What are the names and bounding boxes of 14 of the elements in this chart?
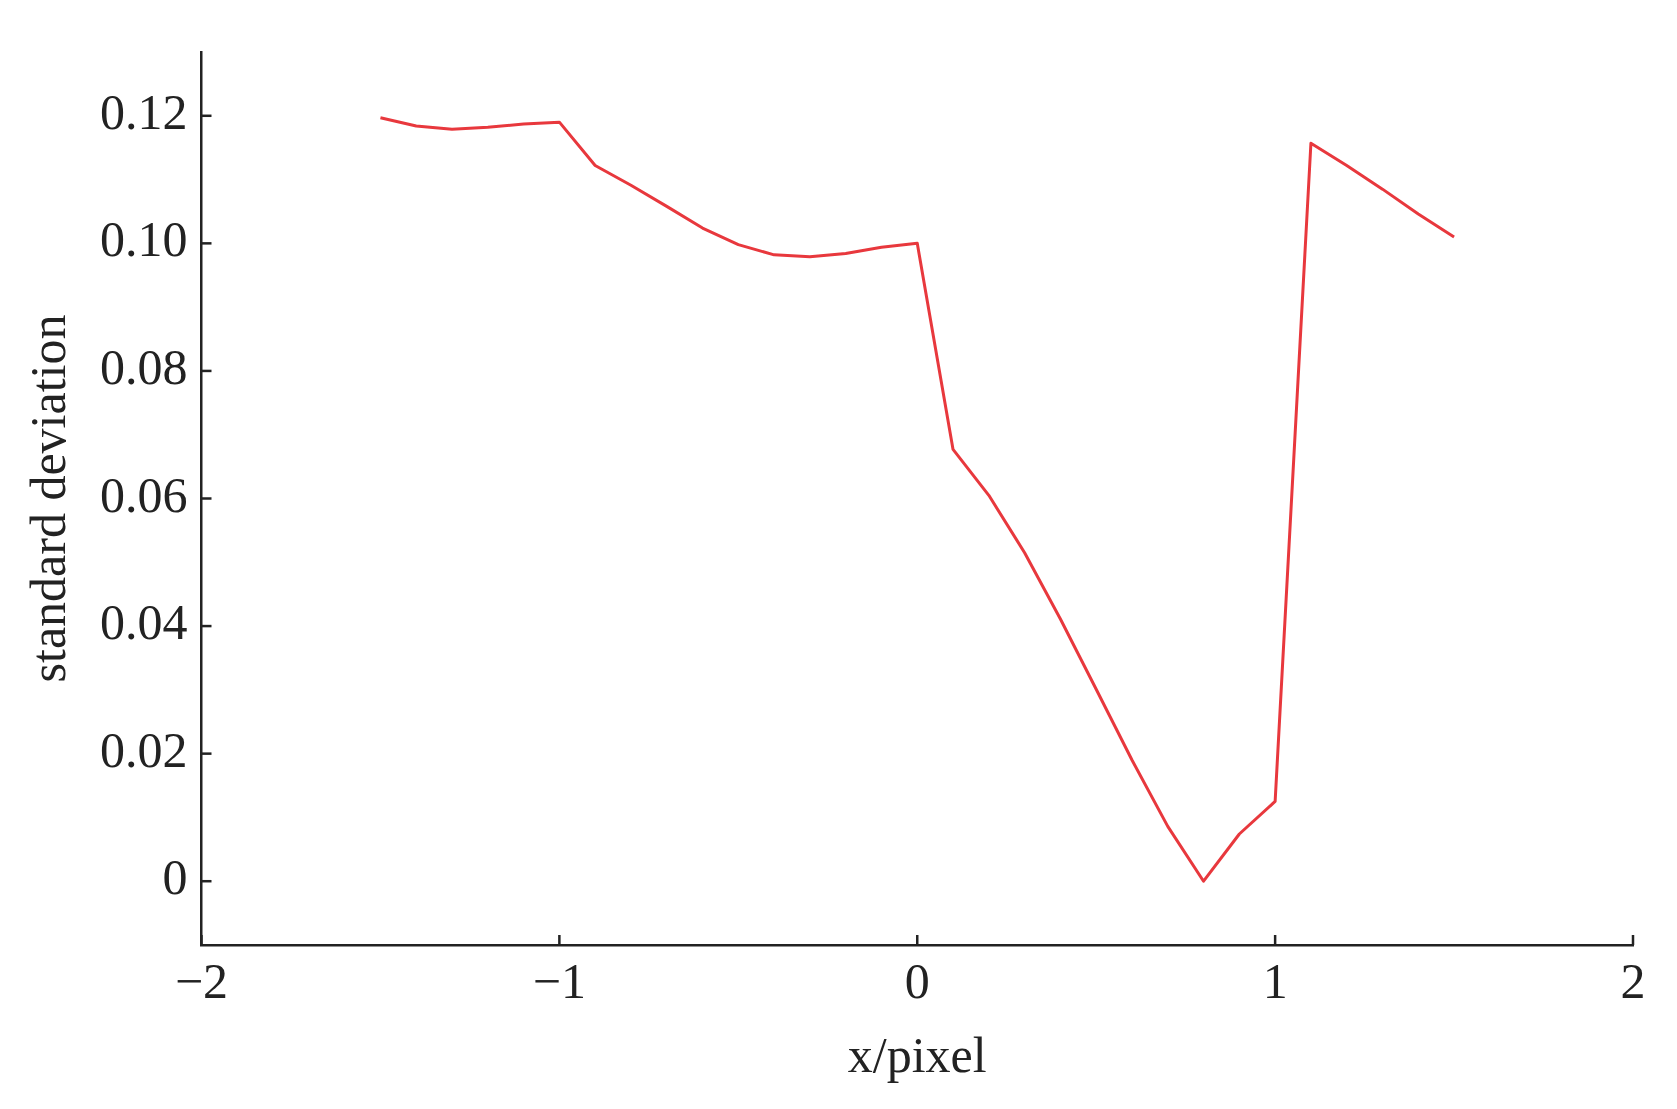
y-tick-label: 0.08	[100, 339, 188, 396]
y-tick-label: 0.12	[100, 83, 188, 140]
y-tick-label: 0	[162, 849, 188, 906]
x-tick-label: 2	[1620, 953, 1646, 1010]
y-tick-label: 0.04	[100, 594, 188, 651]
y-tick-label: 0.06	[100, 466, 188, 523]
y-axis-title: standard deviation	[20, 314, 77, 683]
x-tick-label: −2	[174, 953, 229, 1010]
y-tick-label: 0.10	[100, 211, 188, 268]
y-tick-label: 0.02	[100, 721, 188, 778]
x-tick-label: 1	[1262, 953, 1288, 1010]
x-tick-label: 0	[904, 953, 930, 1010]
x-axis-title: x/pixel	[847, 1027, 987, 1084]
x-tick-label: −1	[532, 953, 586, 1010]
